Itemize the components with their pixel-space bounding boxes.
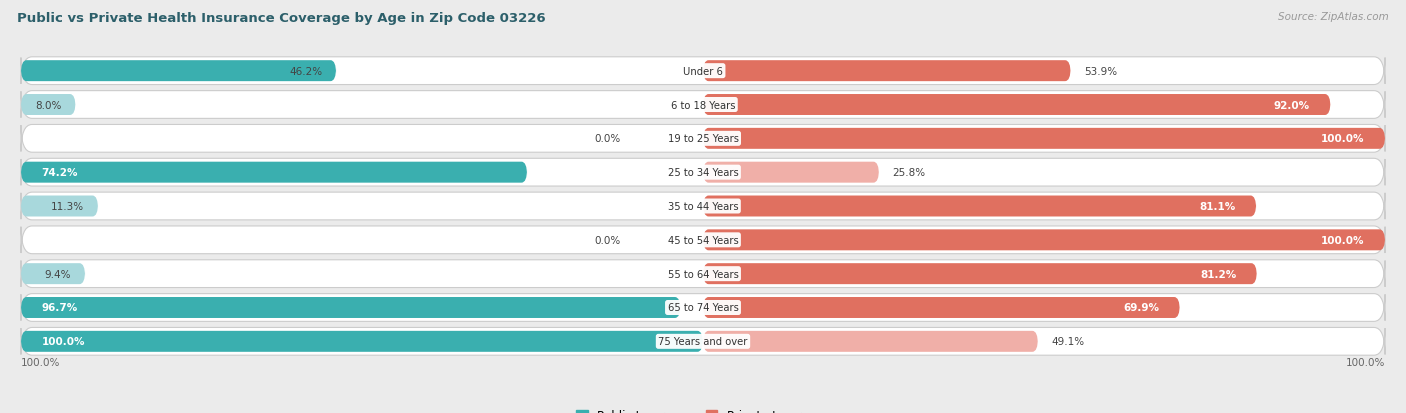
Text: Under 6: Under 6 bbox=[683, 66, 723, 76]
FancyBboxPatch shape bbox=[703, 128, 1385, 150]
FancyBboxPatch shape bbox=[21, 297, 681, 318]
Text: 19 to 25 Years: 19 to 25 Years bbox=[668, 134, 738, 144]
Text: 25.8%: 25.8% bbox=[893, 168, 927, 178]
Text: 74.2%: 74.2% bbox=[42, 168, 79, 178]
Legend: Public Insurance, Private Insurance: Public Insurance, Private Insurance bbox=[571, 404, 835, 413]
Text: 81.2%: 81.2% bbox=[1199, 269, 1236, 279]
Text: 25 to 34 Years: 25 to 34 Years bbox=[668, 168, 738, 178]
Text: 49.1%: 49.1% bbox=[1052, 337, 1085, 347]
Text: 100.0%: 100.0% bbox=[1320, 134, 1364, 144]
FancyBboxPatch shape bbox=[21, 125, 1385, 153]
FancyBboxPatch shape bbox=[21, 95, 76, 116]
Text: 0.0%: 0.0% bbox=[595, 134, 620, 144]
FancyBboxPatch shape bbox=[703, 196, 1256, 217]
Text: 100.0%: 100.0% bbox=[1320, 235, 1364, 245]
FancyBboxPatch shape bbox=[703, 263, 1257, 285]
Text: 9.4%: 9.4% bbox=[45, 269, 72, 279]
Text: 11.3%: 11.3% bbox=[51, 202, 84, 211]
Text: 69.9%: 69.9% bbox=[1123, 303, 1159, 313]
FancyBboxPatch shape bbox=[21, 192, 1385, 221]
FancyBboxPatch shape bbox=[703, 297, 1180, 318]
Text: 35 to 44 Years: 35 to 44 Years bbox=[668, 202, 738, 211]
FancyBboxPatch shape bbox=[21, 61, 336, 82]
Text: 6 to 18 Years: 6 to 18 Years bbox=[671, 100, 735, 110]
FancyBboxPatch shape bbox=[21, 331, 703, 352]
Text: 100.0%: 100.0% bbox=[21, 357, 60, 367]
FancyBboxPatch shape bbox=[703, 95, 1330, 116]
FancyBboxPatch shape bbox=[21, 58, 1385, 85]
FancyBboxPatch shape bbox=[21, 159, 1385, 187]
FancyBboxPatch shape bbox=[703, 331, 1038, 352]
FancyBboxPatch shape bbox=[21, 91, 1385, 119]
Text: 53.9%: 53.9% bbox=[1084, 66, 1118, 76]
FancyBboxPatch shape bbox=[21, 226, 1385, 254]
FancyBboxPatch shape bbox=[703, 162, 879, 183]
Text: 0.0%: 0.0% bbox=[595, 235, 620, 245]
FancyBboxPatch shape bbox=[21, 162, 527, 183]
Text: Source: ZipAtlas.com: Source: ZipAtlas.com bbox=[1278, 12, 1389, 22]
Text: 8.0%: 8.0% bbox=[35, 100, 62, 110]
Text: 75 Years and over: 75 Years and over bbox=[658, 337, 748, 347]
Text: 65 to 74 Years: 65 to 74 Years bbox=[668, 303, 738, 313]
Text: 81.1%: 81.1% bbox=[1199, 202, 1236, 211]
Text: 100.0%: 100.0% bbox=[42, 337, 86, 347]
FancyBboxPatch shape bbox=[21, 294, 1385, 322]
Text: 45 to 54 Years: 45 to 54 Years bbox=[668, 235, 738, 245]
FancyBboxPatch shape bbox=[21, 196, 98, 217]
FancyBboxPatch shape bbox=[703, 61, 1070, 82]
Text: 55 to 64 Years: 55 to 64 Years bbox=[668, 269, 738, 279]
Text: 96.7%: 96.7% bbox=[42, 303, 77, 313]
FancyBboxPatch shape bbox=[21, 263, 84, 285]
Text: 46.2%: 46.2% bbox=[290, 66, 322, 76]
Text: Public vs Private Health Insurance Coverage by Age in Zip Code 03226: Public vs Private Health Insurance Cover… bbox=[17, 12, 546, 25]
FancyBboxPatch shape bbox=[21, 328, 1385, 355]
Text: 100.0%: 100.0% bbox=[1346, 357, 1385, 367]
Text: 92.0%: 92.0% bbox=[1274, 100, 1310, 110]
FancyBboxPatch shape bbox=[21, 260, 1385, 288]
FancyBboxPatch shape bbox=[703, 230, 1385, 251]
